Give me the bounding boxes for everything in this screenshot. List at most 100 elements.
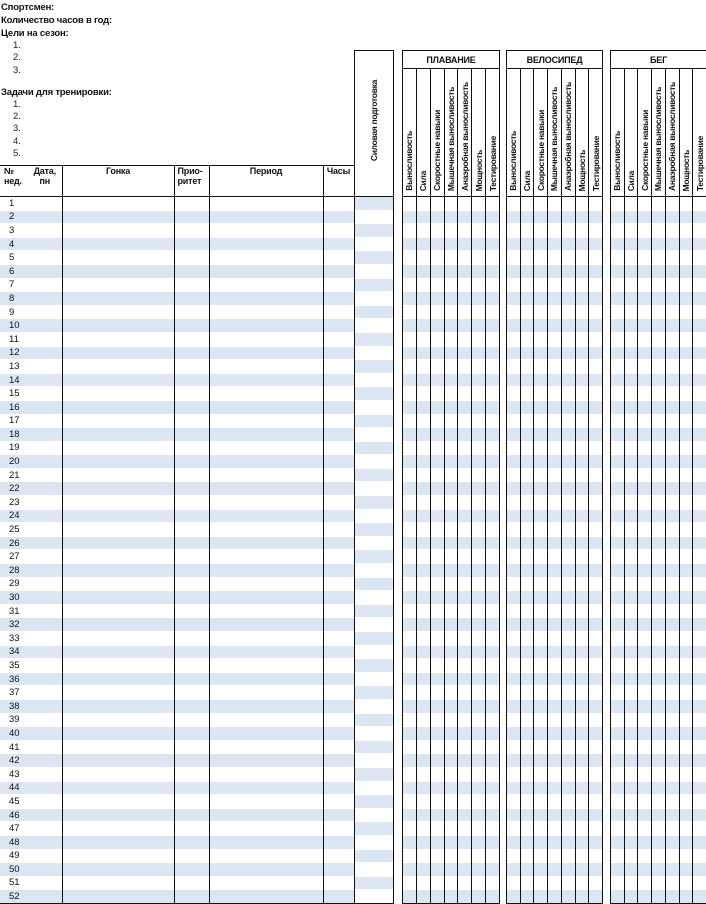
mark-cell[interactable]: [611, 781, 625, 795]
mark-cell[interactable]: [548, 482, 562, 496]
race-cell[interactable]: [62, 767, 174, 781]
mark-cell[interactable]: [472, 863, 486, 877]
strength-cell[interactable]: [355, 835, 394, 849]
mark-cell[interactable]: [458, 400, 472, 414]
priority-cell[interactable]: [174, 414, 209, 428]
mark-cell[interactable]: [575, 713, 589, 727]
mark-cell[interactable]: [444, 686, 458, 700]
mark-cell[interactable]: [458, 387, 472, 401]
mark-cell[interactable]: [520, 237, 534, 251]
race-cell[interactable]: [62, 455, 174, 469]
mark-cell[interactable]: [430, 237, 444, 251]
mark-cell[interactable]: [444, 645, 458, 659]
mark-cell[interactable]: [472, 564, 486, 578]
mark-cell[interactable]: [458, 550, 472, 564]
mark-cell[interactable]: [472, 455, 486, 469]
mark-cell[interactable]: [638, 550, 652, 564]
mark-cell[interactable]: [486, 400, 500, 414]
date-cell[interactable]: [28, 564, 62, 578]
mark-cell[interactable]: [693, 754, 706, 768]
mark-cell[interactable]: [665, 346, 679, 360]
mark-cell[interactable]: [575, 795, 589, 809]
mark-cell[interactable]: [665, 740, 679, 754]
mark-cell[interactable]: [472, 387, 486, 401]
mark-cell[interactable]: [665, 795, 679, 809]
mark-cell[interactable]: [679, 441, 693, 455]
period-cell[interactable]: [209, 292, 323, 306]
mark-cell[interactable]: [430, 373, 444, 387]
mark-cell[interactable]: [652, 632, 666, 646]
mark-cell[interactable]: [416, 890, 430, 904]
mark-cell[interactable]: [624, 808, 638, 822]
mark-cell[interactable]: [548, 496, 562, 510]
mark-cell[interactable]: [486, 319, 500, 333]
period-cell[interactable]: [209, 509, 323, 523]
mark-cell[interactable]: [611, 564, 625, 578]
mark-cell[interactable]: [611, 672, 625, 686]
hours-cell[interactable]: [323, 672, 354, 686]
mark-cell[interactable]: [679, 400, 693, 414]
mark-cell[interactable]: [665, 455, 679, 469]
priority-cell[interactable]: [174, 482, 209, 496]
mark-cell[interactable]: [652, 536, 666, 550]
mark-cell[interactable]: [472, 441, 486, 455]
mark-cell[interactable]: [638, 713, 652, 727]
mark-cell[interactable]: [507, 618, 521, 632]
mark-cell[interactable]: [520, 360, 534, 374]
mark-cell[interactable]: [403, 468, 417, 482]
mark-cell[interactable]: [548, 550, 562, 564]
mark-cell[interactable]: [652, 890, 666, 904]
race-cell[interactable]: [62, 332, 174, 346]
mark-cell[interactable]: [652, 482, 666, 496]
mark-cell[interactable]: [624, 278, 638, 292]
mark-cell[interactable]: [693, 468, 706, 482]
mark-cell[interactable]: [624, 509, 638, 523]
mark-cell[interactable]: [652, 659, 666, 673]
mark-cell[interactable]: [611, 414, 625, 428]
mark-cell[interactable]: [561, 387, 575, 401]
mark-cell[interactable]: [652, 414, 666, 428]
mark-cell[interactable]: [638, 618, 652, 632]
mark-cell[interactable]: [561, 197, 575, 211]
mark-cell[interactable]: [416, 686, 430, 700]
mark-cell[interactable]: [520, 251, 534, 265]
mark-cell[interactable]: [575, 455, 589, 469]
mark-cell[interactable]: [520, 754, 534, 768]
mark-cell[interactable]: [548, 659, 562, 673]
mark-cell[interactable]: [458, 591, 472, 605]
mark-cell[interactable]: [507, 455, 521, 469]
mark-cell[interactable]: [652, 822, 666, 836]
mark-cell[interactable]: [693, 591, 706, 605]
date-cell[interactable]: [28, 686, 62, 700]
mark-cell[interactable]: [458, 509, 472, 523]
mark-cell[interactable]: [416, 332, 430, 346]
mark-cell[interactable]: [416, 224, 430, 238]
mark-cell[interactable]: [665, 428, 679, 442]
mark-cell[interactable]: [507, 360, 521, 374]
mark-cell[interactable]: [444, 781, 458, 795]
mark-cell[interactable]: [638, 496, 652, 510]
priority-cell[interactable]: [174, 319, 209, 333]
strength-cell[interactable]: [355, 659, 394, 673]
hours-cell[interactable]: [323, 292, 354, 306]
strength-cell[interactable]: [355, 713, 394, 727]
mark-cell[interactable]: [652, 387, 666, 401]
mark-cell[interactable]: [430, 808, 444, 822]
mark-cell[interactable]: [444, 672, 458, 686]
mark-cell[interactable]: [561, 740, 575, 754]
mark-cell[interactable]: [458, 251, 472, 265]
period-cell[interactable]: [209, 428, 323, 442]
mark-cell[interactable]: [548, 577, 562, 591]
mark-cell[interactable]: [548, 604, 562, 618]
hours-cell[interactable]: [323, 332, 354, 346]
mark-cell[interactable]: [507, 767, 521, 781]
mark-cell[interactable]: [444, 414, 458, 428]
mark-cell[interactable]: [520, 659, 534, 673]
mark-cell[interactable]: [679, 387, 693, 401]
mark-cell[interactable]: [589, 781, 603, 795]
mark-cell[interactable]: [430, 496, 444, 510]
mark-cell[interactable]: [472, 876, 486, 890]
strength-cell[interactable]: [355, 441, 394, 455]
mark-cell[interactable]: [624, 414, 638, 428]
race-cell[interactable]: [62, 618, 174, 632]
